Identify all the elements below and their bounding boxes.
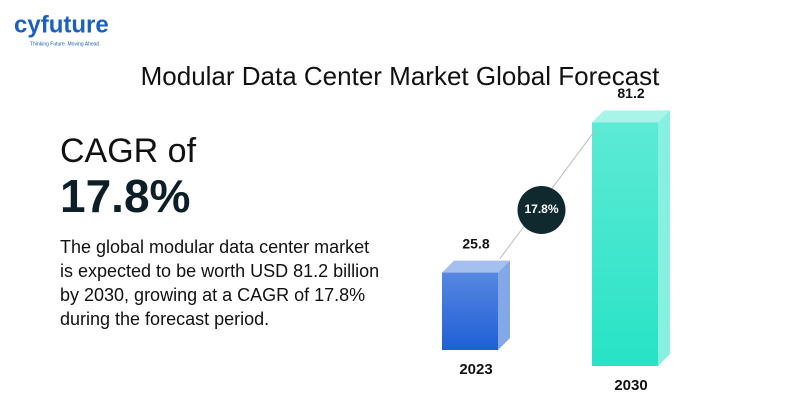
description-line: by 2030, growing at a CAGR of 17.8% [60,285,365,305]
highlight: 17.8% [60,170,190,222]
bar [592,122,658,367]
bar-top [442,260,510,273]
bar-top [592,110,670,123]
bar [442,272,498,350]
logo-tagline: Thinking Future. Moving Ahead. [30,41,101,47]
annotation-badge [517,186,566,234]
description-line: during the forecast period. [60,309,269,329]
headline: CAGR of [60,132,197,170]
value-label: 81.2 [617,85,644,101]
x-tick-label: 2023 [459,361,492,378]
annotation: 17.8% [524,202,558,216]
description-line: The global modular data center market [60,237,369,257]
description-line: is expected to be worth USD 81.2 billion [60,261,379,281]
value-label: 25.8 [462,235,489,251]
bar-side [658,110,670,367]
bar-side [498,260,510,350]
description: The global modular data center market is … [60,237,379,329]
x-tick-label: 2030 [614,377,647,394]
logo: cyfuture [14,11,109,38]
chart-title: Modular Data Center Market Global Foreca… [141,61,661,91]
